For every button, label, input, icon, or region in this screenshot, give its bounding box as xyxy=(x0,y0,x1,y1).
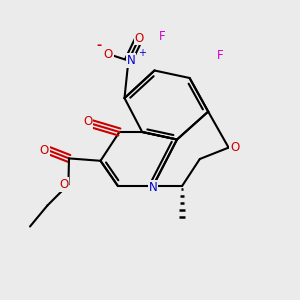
Text: O: O xyxy=(230,141,239,154)
Text: O: O xyxy=(135,32,144,45)
Text: F: F xyxy=(217,49,224,62)
Text: N: N xyxy=(127,54,136,67)
Text: F: F xyxy=(159,29,165,43)
Text: O: O xyxy=(40,143,49,157)
Text: O: O xyxy=(59,178,68,191)
Text: O: O xyxy=(83,115,92,128)
Text: -: - xyxy=(97,38,102,52)
Text: O: O xyxy=(104,47,113,61)
Text: N: N xyxy=(148,181,158,194)
Text: +: + xyxy=(138,48,146,58)
